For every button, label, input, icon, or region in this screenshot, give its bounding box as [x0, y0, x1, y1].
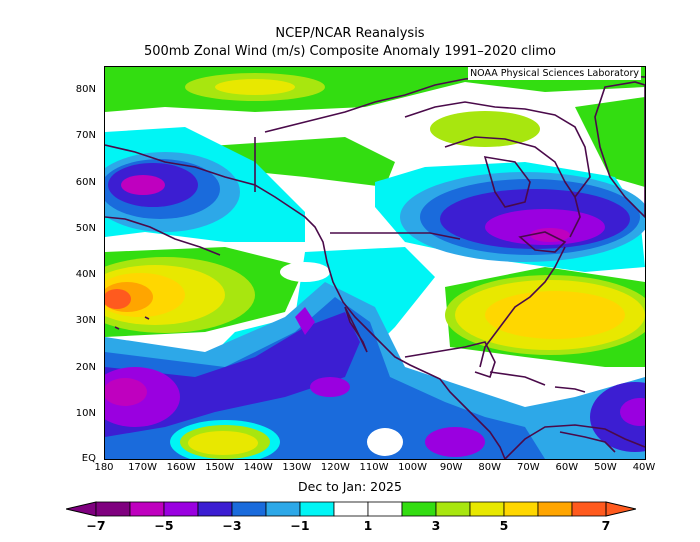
colorbar-segment [469, 501, 505, 517]
lat-tick-label: 30N [75, 315, 96, 326]
colorbar-tick-label: 3 [431, 518, 441, 533]
lon-tick-label: 90W [439, 462, 463, 473]
colorbar-segment [435, 501, 471, 517]
colorbar-tick-label: 5 [499, 518, 509, 533]
colorbar-segment [333, 501, 369, 517]
map-panel: NOAA Physical Sciences Laboratory [104, 66, 646, 460]
lon-tick-label: 40W [632, 462, 656, 473]
time-period-label: Dec to Jan: 2025 [298, 479, 402, 494]
lon-tick-label: 130W [282, 462, 312, 473]
lon-tick-label: 70W [516, 462, 540, 473]
credit-label: NOAA Physical Sciences Laboratory [468, 67, 641, 80]
colorbar-segment [265, 501, 301, 517]
lon-tick-label: 50W [594, 462, 617, 473]
colorbar-segment [401, 501, 437, 517]
colorbar-right-arrow [605, 501, 636, 517]
lon-tick-label: 160W [166, 462, 196, 473]
colorbar-tick-label: −3 [222, 518, 242, 533]
colorbar-tick-label: −5 [154, 518, 174, 533]
colorbar-tick-label: −1 [290, 518, 310, 533]
colorbar-segment [571, 501, 607, 517]
chart-subtitle: 500mb Zonal Wind (m/s) Composite Anomaly… [143, 44, 557, 59]
lat-tick-label: 10N [75, 408, 96, 419]
lat-tick-label: 40N [75, 269, 96, 280]
colorbar-segment [367, 501, 403, 517]
colorbar-segment [129, 501, 165, 517]
colorbar-left-arrow [66, 501, 97, 517]
colorbar-segment [299, 501, 335, 517]
lon-tick-label: 110W [359, 462, 389, 473]
lon-tick-label: 80W [478, 462, 502, 473]
colorbar-segment [95, 501, 131, 517]
lon-tick-label: 140W [243, 462, 273, 473]
lat-tick-label: 20N [75, 362, 96, 373]
colorbar-tick-label: −7 [86, 518, 106, 533]
lon-tick-label: 180 [94, 462, 114, 473]
lat-tick-label: EQ [81, 453, 96, 464]
colorbar-tick-label: 1 [363, 518, 373, 533]
lon-tick-label: 60W [555, 462, 579, 473]
colorbar-tick-label: 7 [601, 518, 611, 533]
colorbar-segment [537, 501, 573, 517]
colorbar-segment [231, 501, 267, 517]
lon-tick-label: 150W [205, 462, 235, 473]
lat-tick-label: 50N [75, 223, 96, 234]
chart-title: NCEP/NCAR Reanalysis [275, 26, 425, 41]
anomaly-shading [105, 67, 645, 459]
lon-tick-label: 170W [128, 462, 158, 473]
lat-tick-label: 60N [75, 177, 96, 188]
lat-tick-label: 70N [75, 130, 96, 141]
lat-tick-label: 80N [75, 84, 96, 95]
colorbar-segment [163, 501, 199, 517]
anomaly-map [105, 67, 645, 459]
colorbar [66, 501, 636, 517]
lon-tick-label: 120W [320, 462, 350, 473]
colorbar-segment [197, 501, 233, 517]
colorbar-segment [503, 501, 539, 517]
lon-tick-label: 100W [398, 462, 428, 473]
